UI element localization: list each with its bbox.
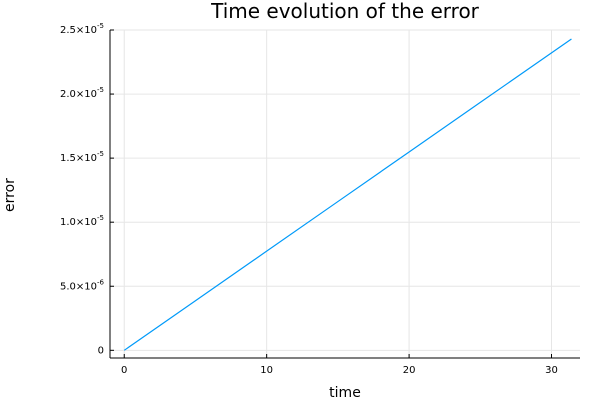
axes bbox=[109, 29, 580, 359]
tick-labels: 0 10 20 30 0 5.0×10-6 1.0×10-5 1.5×10-5 2.0×10-5… bbox=[60, 22, 558, 376]
y-tick-label: 5.0×10-6 bbox=[60, 278, 105, 292]
series-layer bbox=[123, 38, 572, 351]
series-line bbox=[123, 38, 572, 351]
chart-title: Time evolution of the error bbox=[210, 0, 480, 23]
x-tick-label: 30 bbox=[545, 365, 558, 376]
y-axis-label: error bbox=[2, 178, 18, 212]
y-tick-label: 0 bbox=[98, 345, 104, 356]
x-tick-label: 10 bbox=[260, 365, 273, 376]
y-tick-label: 1.0×10-5 bbox=[60, 214, 104, 228]
x-axis-label: time bbox=[329, 385, 361, 400]
x-tick-label: 20 bbox=[403, 365, 416, 376]
grid bbox=[110, 29, 580, 358]
y-tick-label: 1.5×10-5 bbox=[60, 150, 104, 164]
x-tick-label: 0 bbox=[121, 365, 127, 376]
y-tick-label: 2.0×10-5 bbox=[60, 86, 104, 100]
y-tick-label: 2.5×10-5 bbox=[60, 22, 104, 36]
